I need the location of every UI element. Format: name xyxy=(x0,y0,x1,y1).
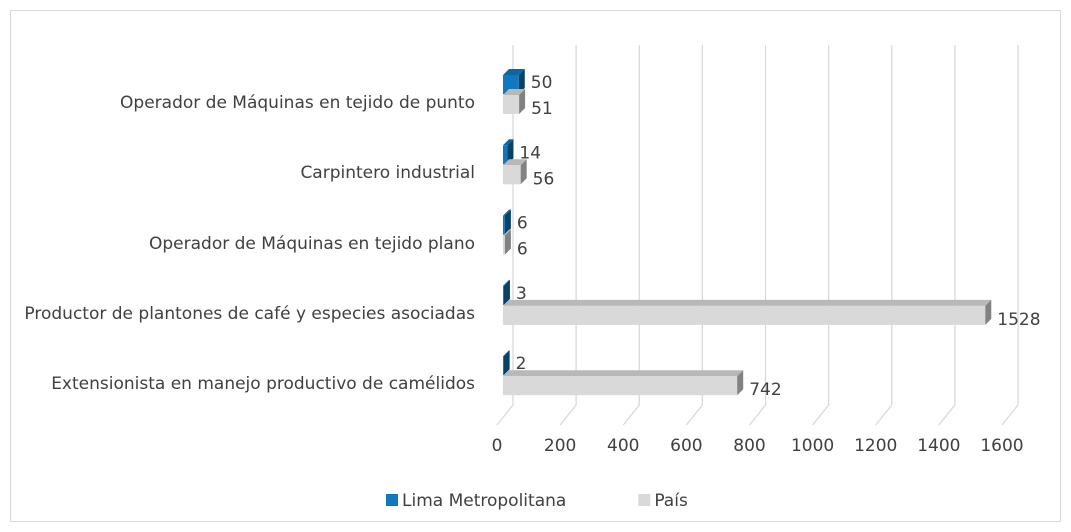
bar xyxy=(503,370,744,396)
grid-line xyxy=(812,45,830,426)
bar xyxy=(503,139,514,165)
bar-face xyxy=(503,305,986,325)
grid-line xyxy=(748,45,767,426)
bar-face xyxy=(985,299,992,325)
bar-face xyxy=(503,95,520,114)
legend-swatch xyxy=(638,494,651,506)
data-label: 6 xyxy=(517,240,528,260)
bar-face xyxy=(503,285,504,305)
bar xyxy=(503,209,511,235)
bar-face xyxy=(503,370,744,377)
bar-face xyxy=(503,350,510,357)
bar xyxy=(503,299,992,325)
x-tick-label: 1200 xyxy=(854,436,897,456)
bar-face xyxy=(503,235,505,255)
grid-line xyxy=(559,45,577,426)
data-label: 6 xyxy=(517,214,528,234)
legend-label: País xyxy=(654,491,688,511)
data-label: 1528 xyxy=(997,310,1040,330)
grid-line xyxy=(875,45,893,426)
bar-face xyxy=(503,165,521,185)
bar-face xyxy=(504,229,511,255)
bar-face xyxy=(503,299,992,306)
bar xyxy=(503,279,510,305)
bar-face xyxy=(503,376,738,396)
data-label: 742 xyxy=(749,380,781,400)
x-tick-label: 1000 xyxy=(791,436,834,456)
bar-face xyxy=(503,350,510,376)
bar-face xyxy=(503,159,527,166)
y-tick-label: Productor de plantones de café y especie… xyxy=(24,303,475,324)
x-tick-label: 600 xyxy=(670,436,702,456)
bar-face xyxy=(503,279,510,286)
bar-face xyxy=(503,209,511,216)
bar-face xyxy=(503,356,504,376)
bar-face xyxy=(503,69,525,75)
bar-face xyxy=(519,89,526,114)
bar xyxy=(503,159,527,185)
grid-line xyxy=(1001,45,1019,426)
y-tick-label: Carpintero industrial xyxy=(300,163,475,184)
grid-line xyxy=(685,45,704,426)
chart-border xyxy=(10,10,1061,522)
x-tick-label: 200 xyxy=(544,436,576,456)
legend-label: Lima Metropolitana xyxy=(402,491,566,511)
bar-face xyxy=(507,139,514,165)
x-tick-label: 800 xyxy=(733,436,765,456)
bar-face xyxy=(504,209,511,235)
bar-face xyxy=(503,139,514,146)
x-tick-label: 0 xyxy=(492,436,503,456)
bar xyxy=(503,89,526,114)
data-label: 50 xyxy=(531,73,553,93)
bar xyxy=(503,350,510,376)
legend-swatch xyxy=(386,494,398,506)
data-label: 3 xyxy=(516,284,527,304)
bar-face xyxy=(503,215,505,235)
grid-line xyxy=(622,45,640,426)
data-label: 2 xyxy=(516,354,527,374)
bar-face xyxy=(503,89,526,95)
bar-face xyxy=(503,279,510,305)
data-label: 56 xyxy=(533,169,555,189)
bar-face xyxy=(520,159,527,185)
grid-line xyxy=(938,45,956,426)
data-label: 51 xyxy=(531,99,553,119)
bar xyxy=(503,229,511,255)
bar-face xyxy=(503,229,511,236)
y-tick-label: Operador de Máquinas en tejido plano xyxy=(148,233,475,254)
data-label: 14 xyxy=(519,143,541,163)
bar-face xyxy=(737,370,744,396)
x-tick-label: 1600 xyxy=(980,436,1023,456)
y-tick-label: Operador de Máquinas en tejido de punto xyxy=(120,93,475,113)
bar-face xyxy=(518,69,525,94)
y-tick-label: Extensionista en manejo productivo de ca… xyxy=(51,374,475,395)
x-tick-label: 400 xyxy=(607,436,639,456)
x-tick-label: 1400 xyxy=(917,436,960,456)
bar-face xyxy=(503,145,508,165)
